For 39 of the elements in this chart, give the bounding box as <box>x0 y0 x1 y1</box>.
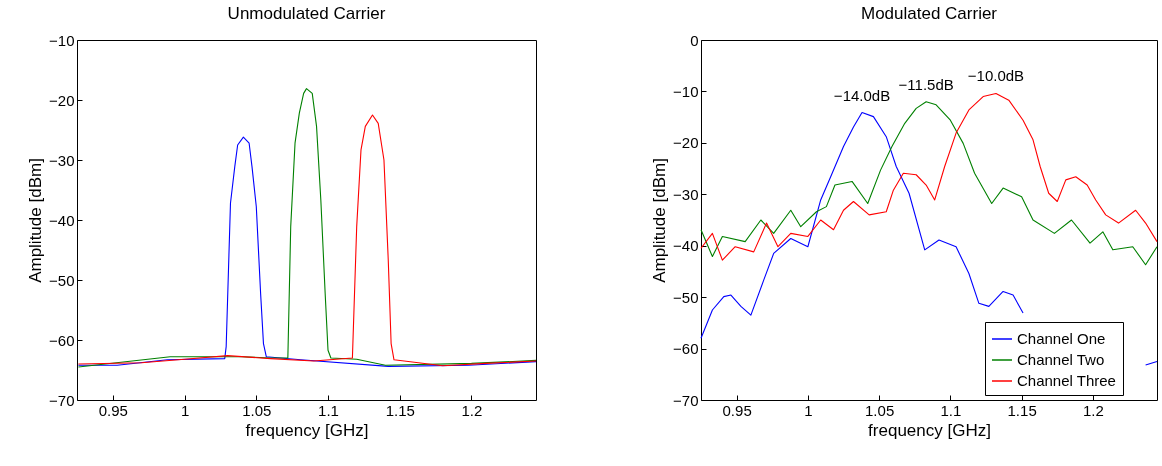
y-tick-label: −10 <box>673 82 699 100</box>
x-tick-label: 1.1 <box>940 401 962 419</box>
x-tick-label: 1.05 <box>865 401 895 419</box>
chart-title: Modulated Carrier <box>860 4 998 23</box>
legend-label: Channel Three <box>1017 372 1116 389</box>
y-tick-label: −60 <box>49 331 75 349</box>
x-tick-label: 1.15 <box>1007 401 1037 419</box>
y-tick-label: −70 <box>673 391 699 409</box>
chart-title: Unmodulated Carrier <box>227 4 386 23</box>
x-tick-label: 1.2 <box>461 401 483 419</box>
y-tick-label: −20 <box>673 134 699 152</box>
y-tick-label: −20 <box>49 91 75 109</box>
y-tick-label: −60 <box>673 340 699 358</box>
x-tick-label: 1 <box>804 401 813 419</box>
legend-label: Channel One <box>1017 330 1106 347</box>
y-axis-title: Amplitude [dBm] <box>650 158 670 283</box>
y-tick-label: −50 <box>673 288 699 306</box>
x-tick-label: 1 <box>180 401 190 419</box>
x-axis-title: frequency [GHz] <box>245 420 369 440</box>
y-tick-label: −30 <box>673 185 699 203</box>
y-tick-label: −50 <box>49 271 75 289</box>
y-tick-label: −70 <box>49 391 75 409</box>
x-tick-label: 0.95 <box>722 401 752 419</box>
legend-label: Channel Two <box>1017 351 1105 368</box>
y-tick-label: −30 <box>49 151 75 169</box>
x-tick-label: 1.15 <box>385 401 415 419</box>
annotation: −11.5dB <box>898 75 954 93</box>
x-tick-label: 1.2 <box>1082 401 1104 419</box>
x-tick-label: 1.1 <box>318 401 339 419</box>
annotation: −10.0dB <box>967 67 1025 85</box>
y-tick-label: −40 <box>673 237 699 255</box>
x-tick-label: 0.95 <box>98 401 128 419</box>
y-tick-label: −40 <box>49 211 75 229</box>
y-axis-title: Amplitude [dBm] <box>26 158 46 283</box>
annotation: −14.0dB <box>833 86 891 104</box>
x-tick-label: 1.05 <box>242 401 272 419</box>
y-tick-label: 0 <box>690 31 699 49</box>
y-tick-label: −10 <box>49 31 75 49</box>
x-axis-title: frequency [GHz] <box>868 420 991 440</box>
